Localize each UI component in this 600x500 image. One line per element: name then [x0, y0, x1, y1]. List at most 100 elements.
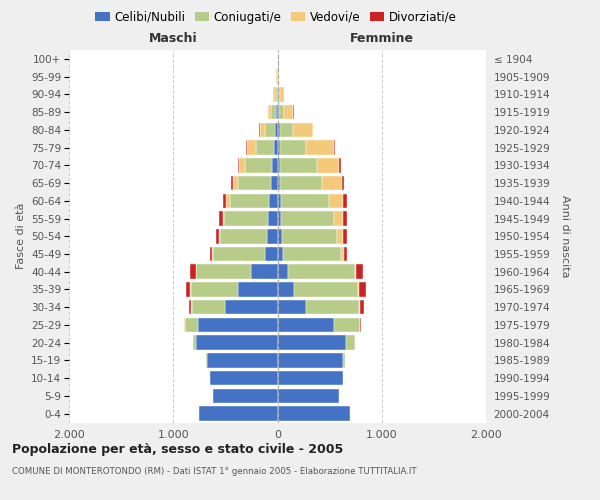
Bar: [185, 318, 198, 332]
Text: COMUNE DI MONTEROTONDO (RM) - Dati ISTAT 1° gennaio 2005 - Elaborazione TUTTITAL: COMUNE DI MONTEROTONDO (RM) - Dati ISTAT…: [12, 468, 416, 476]
Bar: [199, 406, 277, 421]
Bar: [265, 122, 275, 137]
Bar: [189, 300, 191, 314]
Bar: [294, 282, 358, 296]
Bar: [192, 300, 226, 314]
Bar: [281, 211, 334, 226]
Bar: [280, 176, 322, 190]
Bar: [355, 264, 356, 279]
Bar: [334, 140, 335, 155]
Legend: Celibi/Nubili, Coniugati/e, Vedovi/e, Divorziati/e: Celibi/Nubili, Coniugati/e, Vedovi/e, Di…: [91, 6, 461, 28]
Bar: [247, 140, 256, 155]
Bar: [329, 194, 343, 208]
Bar: [210, 246, 212, 262]
Bar: [281, 194, 329, 208]
Bar: [339, 158, 341, 172]
Bar: [359, 300, 360, 314]
Bar: [277, 264, 288, 279]
Bar: [277, 246, 283, 262]
Bar: [322, 176, 341, 190]
Bar: [280, 158, 317, 172]
Bar: [277, 406, 350, 421]
Bar: [213, 246, 265, 262]
Bar: [341, 246, 344, 262]
Bar: [198, 318, 277, 332]
Bar: [277, 282, 294, 296]
Bar: [272, 158, 277, 172]
Bar: [280, 122, 293, 137]
Bar: [334, 211, 343, 226]
Bar: [346, 336, 355, 350]
Bar: [358, 282, 359, 296]
Bar: [277, 158, 280, 172]
Bar: [277, 229, 281, 244]
Bar: [226, 300, 277, 314]
Bar: [277, 105, 278, 120]
Bar: [277, 211, 281, 226]
Bar: [223, 194, 226, 208]
Bar: [344, 246, 347, 262]
Bar: [256, 140, 274, 155]
Bar: [343, 211, 347, 226]
Bar: [251, 264, 277, 279]
Bar: [343, 194, 347, 208]
Bar: [233, 176, 238, 190]
Bar: [226, 194, 230, 208]
Bar: [343, 229, 347, 244]
Bar: [277, 176, 280, 190]
Bar: [210, 371, 277, 386]
Bar: [293, 122, 313, 137]
Bar: [246, 140, 247, 155]
Bar: [219, 211, 223, 226]
Bar: [305, 300, 359, 314]
Bar: [216, 229, 219, 244]
Bar: [196, 264, 251, 279]
Bar: [277, 194, 281, 208]
Bar: [223, 211, 224, 226]
Bar: [278, 70, 279, 84]
Bar: [267, 229, 277, 244]
Bar: [278, 105, 284, 120]
Bar: [288, 264, 355, 279]
Bar: [268, 105, 271, 120]
Bar: [360, 300, 364, 314]
Bar: [271, 105, 277, 120]
Bar: [278, 87, 280, 102]
Bar: [334, 318, 360, 332]
Bar: [343, 353, 345, 368]
Bar: [277, 353, 343, 368]
Bar: [359, 282, 365, 296]
Bar: [274, 87, 275, 102]
Bar: [190, 264, 196, 279]
Bar: [239, 158, 245, 172]
Bar: [193, 336, 196, 350]
Bar: [275, 122, 277, 137]
Bar: [277, 300, 305, 314]
Bar: [260, 122, 265, 137]
Bar: [337, 229, 343, 244]
Bar: [230, 194, 269, 208]
Bar: [268, 211, 277, 226]
Bar: [238, 158, 239, 172]
Text: Maschi: Maschi: [149, 32, 197, 44]
Bar: [283, 246, 341, 262]
Bar: [280, 140, 305, 155]
Bar: [280, 87, 284, 102]
Bar: [224, 211, 268, 226]
Bar: [245, 158, 272, 172]
Bar: [274, 140, 277, 155]
Bar: [231, 176, 233, 190]
Bar: [265, 246, 277, 262]
Bar: [281, 229, 337, 244]
Bar: [277, 318, 334, 332]
Bar: [191, 282, 238, 296]
Bar: [238, 176, 271, 190]
Bar: [277, 122, 280, 137]
Bar: [275, 87, 277, 102]
Text: Popolazione per età, sesso e stato civile - 2005: Popolazione per età, sesso e stato civil…: [12, 442, 343, 456]
Bar: [277, 388, 339, 403]
Bar: [277, 371, 343, 386]
Bar: [305, 140, 334, 155]
Bar: [269, 194, 277, 208]
Bar: [341, 176, 344, 190]
